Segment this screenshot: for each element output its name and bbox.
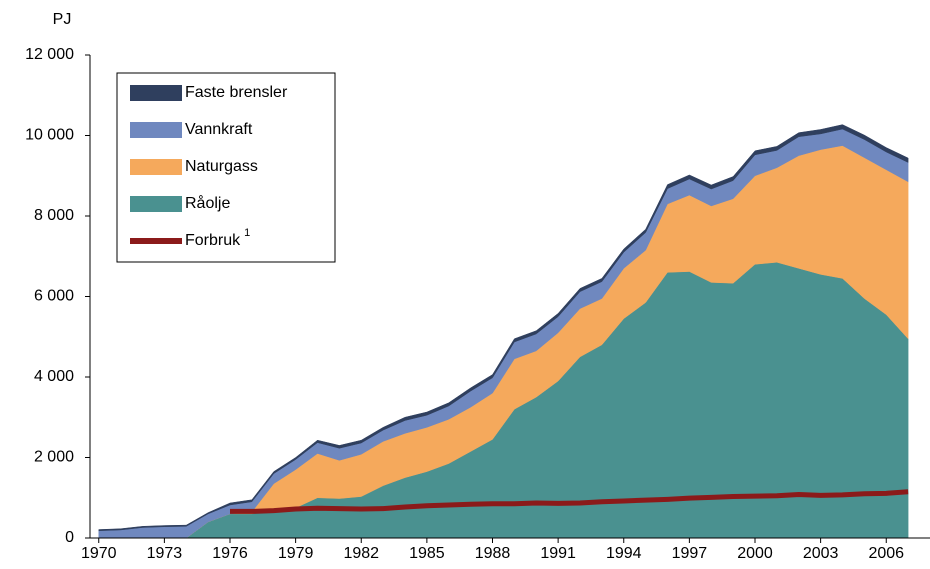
x-tick-label: 1994 <box>606 545 642 562</box>
x-tick-label: 2000 <box>737 545 773 562</box>
line <box>230 489 909 514</box>
x-tick-label: 1970 <box>81 545 117 562</box>
legend-label: Naturgass <box>185 158 258 175</box>
legend-label: Faste brensler <box>185 84 288 101</box>
y-tick-label: 0 <box>65 529 74 546</box>
area <box>98 124 909 532</box>
legend-swatch <box>130 196 182 212</box>
y-tick-label: 12 000 <box>25 46 74 63</box>
x-tick-label: 1982 <box>343 545 379 562</box>
x-tick-label: 2003 <box>803 545 839 562</box>
legend-label: Vannkraft <box>185 121 253 138</box>
y-tick-label: 2 000 <box>34 449 74 466</box>
x-tick-label: 1976 <box>212 545 248 562</box>
y-tick-label: 8 000 <box>34 207 74 224</box>
legend-swatch <box>130 122 182 138</box>
x-tick-label: 1997 <box>672 545 708 562</box>
y-axis-label: PJ <box>53 11 72 28</box>
x-tick-label: 1985 <box>409 545 445 562</box>
legend-swatch <box>130 238 182 244</box>
legend-note: 1 <box>244 227 250 239</box>
legend-swatch <box>130 159 182 175</box>
x-tick-label: 1991 <box>540 545 576 562</box>
legend-label: Forbruk <box>185 232 241 249</box>
x-tick-label: 2006 <box>868 545 904 562</box>
y-tick-label: 6 000 <box>34 288 74 305</box>
x-tick-label: 1979 <box>278 545 314 562</box>
x-tick-label: 1988 <box>475 545 511 562</box>
legend: Faste brensler Vannkraft Naturgass Råolje Fo… <box>116 72 336 263</box>
y-tick-label: 4 000 <box>34 368 74 385</box>
legend-label: Råolje <box>185 194 230 212</box>
legend-swatch <box>130 85 182 101</box>
y-tick-label: 10 000 <box>25 127 74 144</box>
x-tick-label: 1973 <box>147 545 183 562</box>
